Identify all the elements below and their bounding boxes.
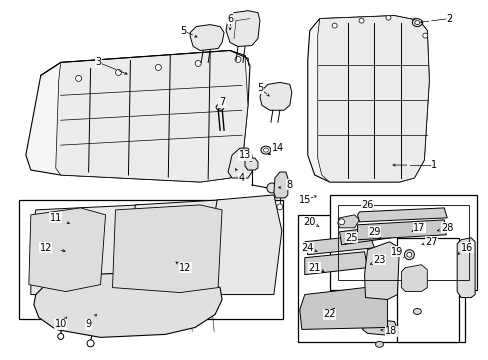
Polygon shape — [339, 226, 390, 245]
Polygon shape — [317, 15, 428, 182]
Text: 5: 5 — [256, 84, 263, 93]
Text: 12: 12 — [40, 243, 52, 253]
Text: 19: 19 — [390, 247, 403, 257]
Text: 22: 22 — [323, 310, 335, 319]
Polygon shape — [31, 205, 148, 294]
Bar — [297, 215, 464, 342]
Polygon shape — [190, 24, 224, 50]
Ellipse shape — [404, 250, 413, 260]
Text: 29: 29 — [367, 227, 380, 237]
Text: 23: 23 — [372, 255, 385, 265]
Text: 18: 18 — [385, 327, 397, 336]
Ellipse shape — [331, 23, 336, 28]
Polygon shape — [34, 272, 222, 337]
Bar — [337, 205, 468, 280]
Text: 12: 12 — [179, 263, 191, 273]
Text: 26: 26 — [361, 200, 373, 210]
Bar — [397, 238, 458, 342]
Ellipse shape — [235, 57, 241, 62]
Ellipse shape — [87, 340, 94, 347]
Ellipse shape — [358, 18, 363, 23]
Polygon shape — [273, 172, 287, 198]
Text: 16: 16 — [460, 243, 472, 253]
Polygon shape — [304, 252, 367, 275]
Polygon shape — [299, 288, 386, 329]
Bar — [329, 195, 476, 289]
Text: 6: 6 — [226, 14, 233, 24]
Polygon shape — [212, 195, 281, 294]
Polygon shape — [112, 205, 222, 293]
Text: 7: 7 — [219, 97, 225, 107]
Polygon shape — [260, 82, 291, 110]
Text: 20: 20 — [303, 217, 315, 227]
Polygon shape — [362, 319, 397, 336]
Ellipse shape — [266, 183, 276, 193]
Text: 14: 14 — [271, 143, 284, 153]
Text: 9: 9 — [85, 319, 91, 329]
Text: 5: 5 — [180, 26, 186, 36]
Text: 10: 10 — [55, 319, 67, 329]
Text: 4: 4 — [239, 173, 244, 183]
Polygon shape — [227, 148, 251, 178]
Polygon shape — [304, 235, 374, 255]
Ellipse shape — [155, 64, 161, 71]
Polygon shape — [244, 158, 258, 170]
Polygon shape — [130, 200, 227, 294]
Text: 25: 25 — [345, 233, 357, 243]
Ellipse shape — [115, 69, 121, 75]
Text: 2: 2 — [445, 14, 451, 24]
Ellipse shape — [414, 21, 419, 24]
Text: 21: 21 — [308, 263, 320, 273]
Text: 13: 13 — [238, 150, 251, 160]
Ellipse shape — [263, 148, 268, 152]
Text: 3: 3 — [95, 58, 102, 67]
Polygon shape — [56, 50, 247, 182]
Ellipse shape — [261, 146, 270, 154]
Text: 27: 27 — [424, 237, 437, 247]
Ellipse shape — [76, 75, 81, 81]
Polygon shape — [401, 265, 427, 292]
Text: 24: 24 — [301, 243, 313, 253]
Bar — [19, 200, 282, 319]
Text: 8: 8 — [286, 180, 292, 190]
Polygon shape — [364, 242, 399, 300]
Polygon shape — [225, 11, 260, 46]
Ellipse shape — [422, 33, 427, 38]
Ellipse shape — [412, 309, 421, 315]
Ellipse shape — [195, 60, 201, 67]
Polygon shape — [357, 220, 446, 240]
Polygon shape — [456, 238, 474, 298]
Polygon shape — [29, 208, 105, 292]
Ellipse shape — [338, 219, 344, 225]
Ellipse shape — [276, 204, 282, 210]
Ellipse shape — [406, 252, 411, 257]
Ellipse shape — [375, 341, 383, 347]
Text: 11: 11 — [49, 213, 61, 223]
Text: 15: 15 — [298, 195, 310, 205]
Text: 1: 1 — [430, 160, 436, 170]
Ellipse shape — [58, 333, 63, 339]
Polygon shape — [307, 15, 428, 182]
Polygon shape — [337, 215, 359, 228]
Ellipse shape — [385, 15, 390, 20]
Text: 28: 28 — [440, 223, 452, 233]
Ellipse shape — [412, 18, 417, 23]
Ellipse shape — [411, 19, 422, 27]
Polygon shape — [26, 50, 249, 182]
Polygon shape — [357, 208, 447, 222]
Ellipse shape — [216, 104, 224, 110]
Text: 17: 17 — [412, 223, 425, 233]
